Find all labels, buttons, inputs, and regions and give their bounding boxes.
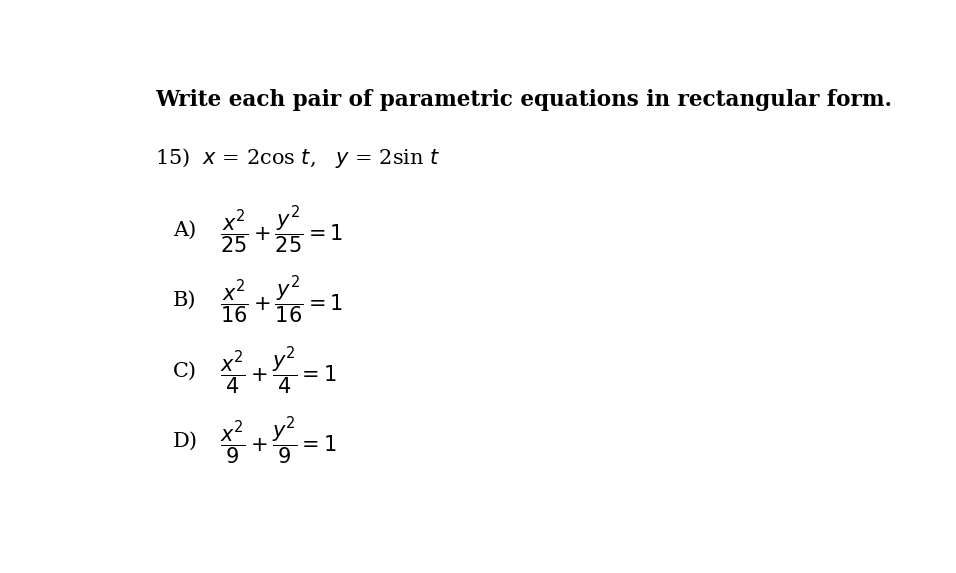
Text: B): B) [173, 291, 196, 310]
Text: A): A) [173, 220, 196, 240]
Text: $\dfrac{x^2}{9} + \dfrac{y^2}{9} = 1$: $\dfrac{x^2}{9} + \dfrac{y^2}{9} = 1$ [220, 416, 337, 468]
Text: D): D) [173, 432, 198, 451]
Text: Write each pair of parametric equations in rectangular form.: Write each pair of parametric equations … [155, 89, 892, 111]
Text: C): C) [173, 362, 197, 380]
Text: 15)  $x$ = 2cos $t$,   $y$ = 2sin $t$: 15) $x$ = 2cos $t$, $y$ = 2sin $t$ [155, 146, 441, 170]
Text: $\dfrac{x^2}{25} + \dfrac{y^2}{25} = 1$: $\dfrac{x^2}{25} + \dfrac{y^2}{25} = 1$ [220, 204, 342, 256]
Text: $\dfrac{x^2}{16} + \dfrac{y^2}{16} = 1$: $\dfrac{x^2}{16} + \dfrac{y^2}{16} = 1$ [220, 274, 342, 326]
Text: $\dfrac{x^2}{4} + \dfrac{y^2}{4} = 1$: $\dfrac{x^2}{4} + \dfrac{y^2}{4} = 1$ [220, 345, 337, 397]
